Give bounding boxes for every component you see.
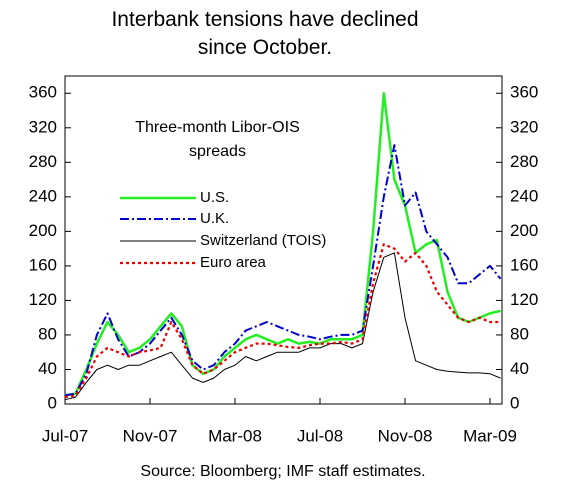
y-tick-label: 0 [48,393,57,412]
series-line [64,92,501,397]
x-tick-label: Nov-08 [378,426,433,445]
y2-tick-label: 240 [510,186,538,205]
series-line [64,252,501,401]
y-tick-label: 120 [29,290,57,309]
y2-tick-label: 160 [510,255,538,274]
x-tick-label: Nov-07 [123,426,178,445]
x-tick-label: Mar-08 [208,426,262,445]
plot-frame [64,75,503,405]
annotation: Three-month Libor-OIS spreads [135,119,300,160]
y2-tick-label: 320 [510,117,538,136]
y-tick-label: 200 [29,221,57,240]
legend-label: Switzerland (TOIS) [200,232,326,249]
y-tick-label: 40 [38,359,57,378]
legend-label: Euro area [200,254,267,271]
legend-label: U.S. [200,189,229,206]
y-tick-label: 160 [29,255,57,274]
y2-tick-label: 80 [510,324,529,343]
x-tick-label: Mar-09 [463,426,517,445]
y2-tick-label: 120 [510,290,538,309]
chart-title: Interbank tensions have declined since O… [111,8,419,59]
source: Source: Bloomberg; IMF staff estimates. [140,463,426,480]
y2-tick-label: 200 [510,221,538,240]
y2-tick-label: 360 [510,83,538,102]
y2-tick-label: 0 [510,393,519,412]
x-tick-label: Jul-08 [297,426,343,445]
y-tick-label: 280 [29,152,57,171]
y-tick-label: 80 [38,324,57,343]
y-tick-label: 320 [29,117,57,136]
legend-label: U.K. [200,210,229,227]
y2-tick-label: 280 [510,152,538,171]
y2-tick-label: 40 [510,359,529,378]
x-tick-label: Jul-07 [42,426,88,445]
y-tick-label: 240 [29,186,57,205]
series-line [64,144,502,397]
y-tick-label: 360 [29,83,57,102]
series-line [64,243,501,399]
